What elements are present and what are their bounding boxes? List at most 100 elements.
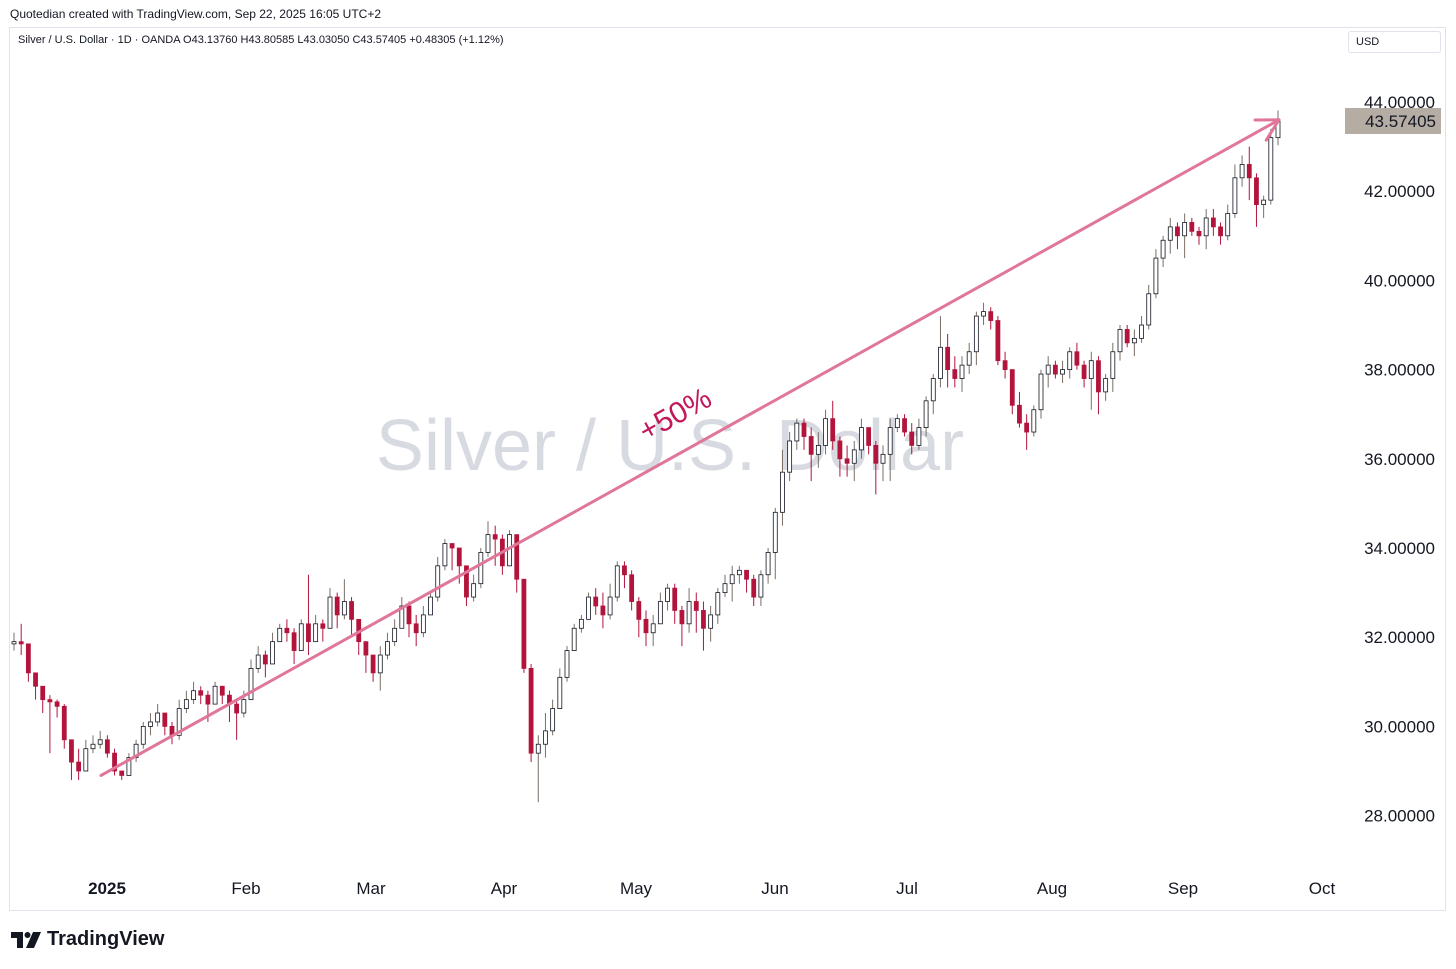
candle [435, 556, 441, 602]
candle [528, 663, 534, 763]
candle [1103, 374, 1109, 401]
candle [586, 592, 591, 620]
candle [535, 735, 541, 803]
chart-frame [9, 27, 1446, 911]
candle [119, 770, 125, 780]
candle [851, 440, 857, 482]
candle [334, 592, 340, 629]
candle [1045, 356, 1051, 388]
candle [40, 685, 46, 714]
candle [1261, 195, 1267, 218]
candle [665, 583, 670, 611]
symbol-legend: Silver / U.S. Dollar · 1D · OANDA O43.13… [18, 34, 504, 46]
candle [191, 681, 196, 705]
trend-arrow-head [1253, 118, 1281, 142]
candle [607, 583, 613, 620]
candle [1088, 351, 1094, 410]
candle [1060, 360, 1065, 383]
candle [413, 614, 419, 647]
candle [377, 646, 383, 691]
candle [1031, 405, 1037, 437]
candle [866, 427, 872, 455]
y-tick-label: 30.00000 [1364, 717, 1435, 736]
candle [356, 618, 362, 656]
candle [521, 578, 527, 673]
y-tick-label: 38.00000 [1364, 361, 1435, 380]
candle [1196, 226, 1202, 245]
candle [1067, 347, 1073, 379]
candle [392, 619, 398, 647]
candle [485, 521, 491, 557]
candle [973, 311, 979, 366]
x-tick-label: Jun [761, 879, 788, 898]
candle [1117, 325, 1123, 361]
candle [578, 614, 584, 633]
candle [112, 748, 117, 776]
candle [492, 525, 498, 566]
candle [880, 445, 886, 482]
candle [722, 574, 728, 598]
brand-name: TradingView [47, 928, 165, 950]
symbol-watermark: Silver / U.S. Dollar [375, 406, 965, 486]
candle [715, 588, 721, 624]
candle [277, 623, 283, 643]
candle [1124, 325, 1130, 348]
candle [1218, 222, 1223, 245]
x-tick-label: Oct [1309, 879, 1336, 898]
candle [341, 579, 347, 620]
candle [693, 592, 699, 633]
candle [1268, 128, 1274, 205]
candle [1009, 369, 1015, 415]
candle [306, 574, 311, 656]
last-price-tag [1345, 107, 1441, 134]
candle [198, 686, 204, 705]
candle [1254, 173, 1259, 227]
candle [1146, 284, 1152, 330]
candle [1275, 110, 1281, 146]
candle [1002, 351, 1008, 379]
candle [679, 605, 685, 647]
candle [313, 614, 319, 643]
candle [823, 409, 828, 455]
candle [686, 588, 692, 633]
candle [1017, 391, 1022, 428]
candle [270, 632, 275, 665]
candle [47, 695, 53, 754]
candle [930, 374, 936, 415]
candle [1024, 414, 1030, 450]
candle [543, 713, 548, 758]
candle [83, 739, 89, 772]
candle [923, 396, 929, 437]
candle [1182, 213, 1188, 259]
candle [406, 601, 412, 638]
candle [837, 436, 843, 477]
candle [636, 597, 642, 638]
x-tick-label: Feb [231, 879, 260, 898]
candle [428, 592, 433, 616]
candle [399, 597, 405, 629]
candle [959, 356, 965, 392]
candle [61, 704, 67, 749]
candle [18, 623, 24, 656]
candle [1052, 360, 1058, 379]
x-tick-label: Aug [1037, 879, 1067, 898]
candle [449, 543, 455, 571]
currency-button[interactable]: USD [1348, 31, 1441, 53]
candle [255, 646, 261, 673]
candle [212, 681, 218, 705]
candle [1110, 342, 1116, 392]
y-tick-label: 42.00000 [1364, 182, 1435, 201]
candle [844, 445, 850, 477]
candle [744, 569, 749, 593]
candle [550, 699, 556, 736]
candle [162, 712, 168, 736]
candle [298, 619, 304, 651]
candle [126, 753, 132, 776]
candle [69, 739, 74, 780]
created-note: Quotedian created with TradingView.com, … [10, 7, 382, 21]
candle [183, 690, 189, 714]
tradingview-brand[interactable]: TradingView [11, 928, 164, 951]
candle [133, 739, 139, 763]
candle [327, 588, 333, 629]
